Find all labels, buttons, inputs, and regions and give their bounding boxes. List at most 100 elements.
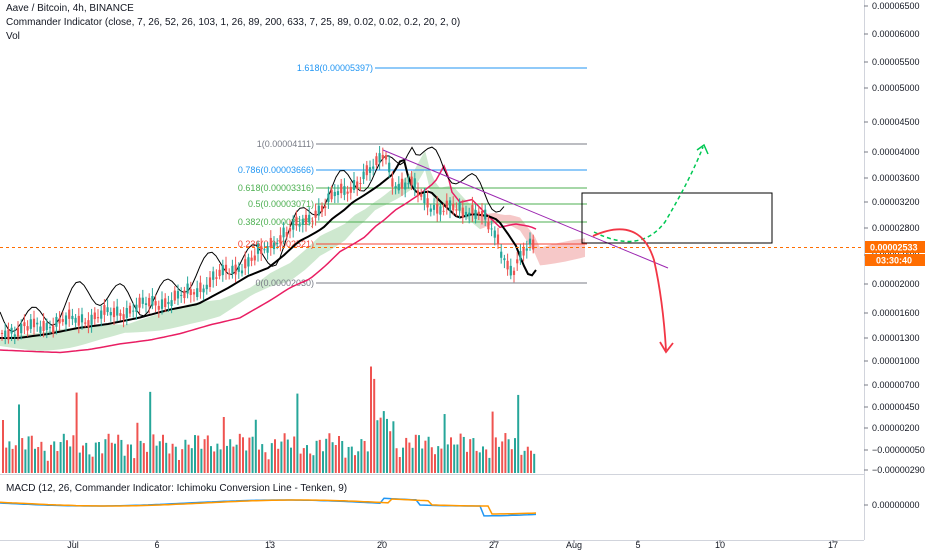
volume-bar [162, 434, 164, 473]
candle-body [240, 270, 244, 274]
volume-bar [296, 393, 299, 473]
volume-bar [510, 449, 513, 473]
candle-body [55, 316, 58, 327]
candles [0, 145, 535, 345]
candle-body [327, 193, 330, 203]
candle-body [13, 334, 16, 337]
volume-bar [114, 443, 116, 473]
volume-bar [440, 448, 443, 473]
candle-body [432, 204, 436, 210]
candle-body [304, 214, 308, 225]
volume-bar [149, 391, 152, 473]
volume-bar [27, 436, 30, 473]
volume-bar [501, 441, 504, 473]
candle-body [378, 153, 381, 163]
candle-body [477, 211, 480, 215]
volume-bar [91, 456, 94, 473]
volume-bar [94, 442, 97, 473]
time-axis: Jul 6 13 20 27 Aug 5 10 17 [67, 540, 838, 550]
volume-bar [494, 437, 497, 473]
candle-body [32, 318, 36, 328]
last-price-text: 0.00002533 [870, 243, 918, 253]
volume-bar [181, 449, 184, 473]
time-tick-label: 17 [828, 540, 838, 550]
candle-body [359, 182, 362, 184]
time-tick-label: 5 [635, 540, 640, 550]
fib-level-label: 1.618(0.00005397) [297, 63, 373, 73]
volume-bar [533, 453, 536, 473]
candle-body [116, 306, 119, 316]
candle-body [128, 305, 132, 314]
volume-bar [331, 442, 334, 473]
candle-body [519, 251, 522, 261]
candle-body [317, 205, 320, 216]
candle-body [292, 220, 295, 230]
candle-body [445, 200, 448, 208]
price-tick-label: 0.00005000 [872, 83, 920, 93]
volume-bar [334, 445, 337, 473]
candle-body [346, 191, 349, 194]
candle-body [231, 265, 234, 274]
volume-bar [155, 445, 158, 473]
bearish-arrow-head [659, 341, 674, 354]
candle-body [474, 209, 477, 219]
candle-body [352, 180, 356, 190]
candle-body [439, 206, 442, 215]
volume-bar [235, 444, 238, 473]
volume-bar [53, 441, 56, 473]
volume-bar [341, 441, 344, 473]
volume-bar [104, 439, 107, 473]
price-tick-label: 0.00006000 [872, 29, 920, 39]
macd-tick-label: 0.00000000 [872, 500, 920, 510]
volume-bar [152, 434, 155, 473]
trend-line [382, 149, 669, 269]
volume-tick-label: −0.00000290 [872, 465, 925, 475]
volume-bar [120, 439, 123, 473]
volume-bar [219, 449, 222, 473]
volume-bar [286, 439, 289, 473]
volume-bar [450, 437, 452, 473]
volume-bar [482, 446, 484, 473]
candle-body [247, 257, 250, 267]
candle-body [496, 234, 500, 245]
candle-body [234, 264, 237, 275]
macd-pane [0, 497, 537, 517]
volume-bar [37, 447, 40, 473]
candle-body [208, 277, 212, 288]
candle-body [407, 183, 410, 185]
price-tick-label: 0.00006500 [872, 1, 920, 11]
volume-bar [402, 447, 404, 473]
candle-body [192, 292, 196, 295]
volume-bar [242, 437, 244, 473]
volume-bar [389, 431, 392, 473]
candle-body [224, 264, 228, 272]
candle-body [288, 227, 292, 232]
volume-tick-label: 0.00000200 [872, 423, 920, 433]
candle-body [375, 156, 378, 166]
candle-body [426, 198, 429, 208]
volume-bar [520, 454, 523, 473]
volume-bar [200, 448, 203, 473]
candle-body [282, 227, 285, 238]
volume-bar [398, 457, 401, 473]
volume-bar [101, 453, 104, 473]
fib-level-label: 0.236(0.00002521) [238, 239, 314, 249]
candle-body [391, 178, 394, 187]
volume-bar [110, 442, 113, 473]
candle-body [77, 315, 80, 326]
volume-bar [78, 452, 81, 473]
time-tick-label: 27 [489, 540, 499, 550]
volume-bar [50, 444, 52, 473]
volume-bar [197, 435, 200, 473]
volume-bar [290, 447, 292, 473]
candle-body [314, 210, 317, 218]
candle-body [340, 183, 343, 194]
candle-body [42, 321, 45, 332]
price-tick-label: 0.00002000 [872, 279, 920, 289]
candle-body [84, 322, 87, 324]
price-tick-label: 0.00005500 [872, 57, 920, 67]
candle-body [157, 305, 160, 310]
volume-bar [315, 440, 318, 473]
volume-bar [498, 446, 500, 473]
